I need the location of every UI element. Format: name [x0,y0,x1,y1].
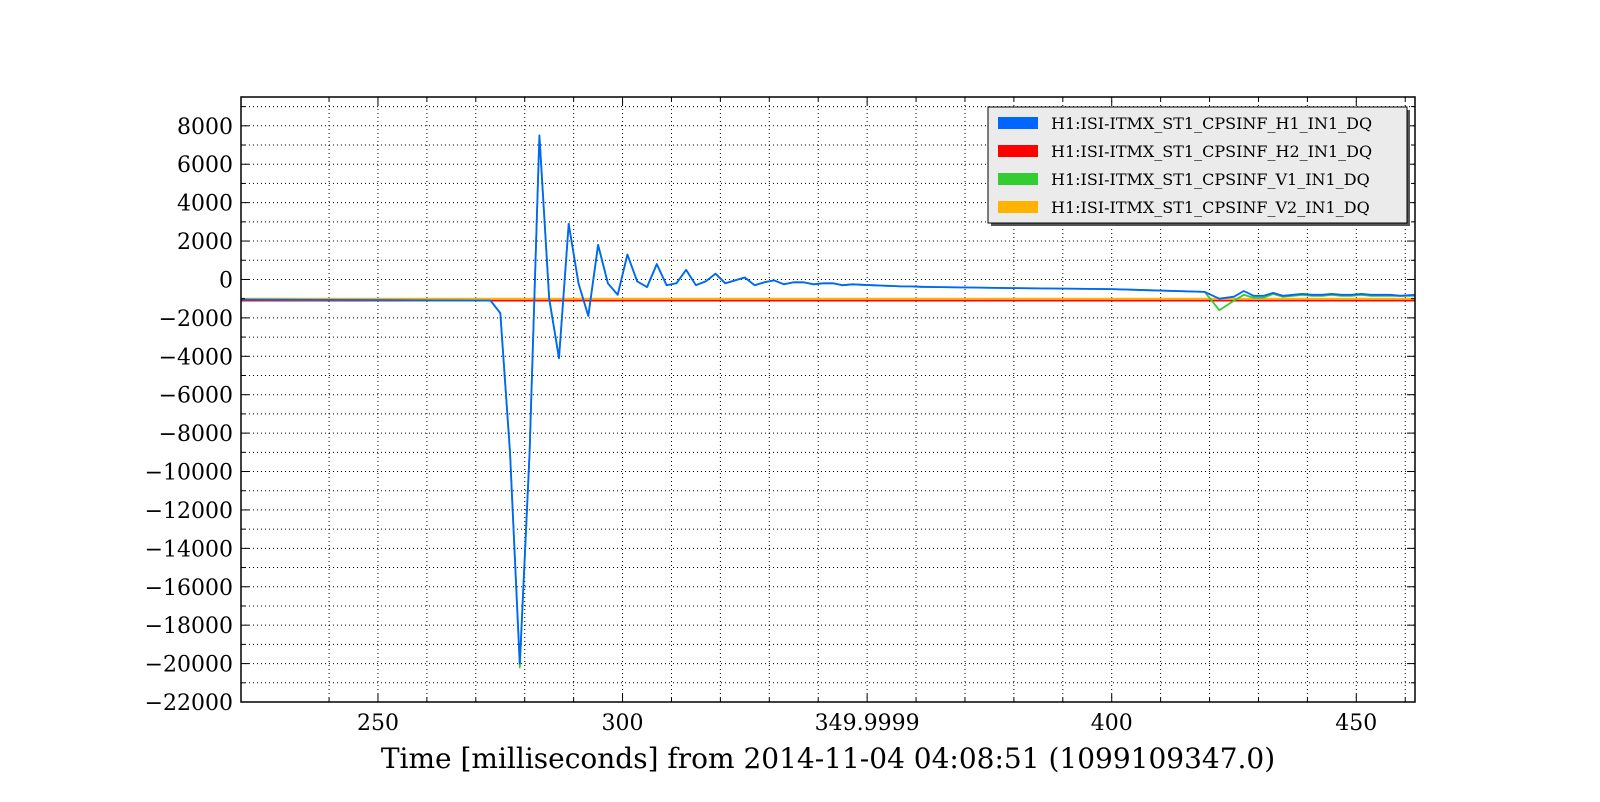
legend-entries: H1:ISI-ITMX_ST1_CPSINF_H1_IN1_DQ H1:ISI-I… [998,114,1372,217]
y-tick-label: 0 [219,268,233,293]
x-tick-label: 300 [602,711,644,736]
x-tick-labels: 250 300 349.9999 400 450 [357,711,1377,736]
y-tick-label: −4000 [159,345,233,370]
y-tick-label: 6000 [177,153,233,178]
y-tick-labels: 8000 6000 4000 2000 0 −2000 −4000 −6000 −8000 −10… [145,115,233,716]
x-tick-label: 400 [1091,711,1133,736]
legend-label: H1:ISI-ITMX_ST1_CPSINF_V2_IN1_DQ [1051,198,1370,217]
plot-frame [240,96,1416,703]
legend: H1:ISI-ITMX_ST1_CPSINF_H1_IN1_DQ H1:ISI-I… [987,106,1410,226]
y-tick-label: −6000 [159,384,233,409]
y-tick-label: −16000 [145,576,233,601]
y-tick-label: 4000 [177,192,233,217]
axis-ticks [241,97,1415,703]
legend-swatch [998,145,1038,157]
legend-label: H1:ISI-ITMX_ST1_CPSINF_H1_IN1_DQ [1051,114,1372,133]
x-axis-label: Time [milliseconds] from 2014-11-04 04:0… [381,742,1275,775]
y-tick-label: −14000 [145,537,233,562]
x-tick-label: 450 [1335,711,1377,736]
legend-label: H1:ISI-ITMX_ST1_CPSINF_V1_IN1_DQ [1051,170,1370,189]
y-tick-label: −22000 [145,691,233,716]
legend-swatch [998,117,1038,129]
y-tick-label: −18000 [145,614,233,639]
y-tick-label: −12000 [145,499,233,524]
x-tick-label: 349.9999 [815,711,920,736]
legend-swatch [998,173,1038,185]
legend-swatch [998,201,1038,213]
y-tick-label: −10000 [145,461,233,486]
x-tick-label: 250 [357,711,399,736]
series-line-1 [240,134,1416,665]
y-tick-label: 2000 [177,230,233,255]
y-tick-label: −2000 [159,307,233,332]
y-tick-label: −20000 [145,653,233,678]
data-series [240,134,1416,669]
y-tick-label: −8000 [159,422,233,447]
legend-label: H1:ISI-ITMX_ST1_CPSINF_H2_IN1_DQ [1051,142,1372,161]
legend-box [987,106,1408,224]
y-tick-label: 8000 [177,115,233,140]
